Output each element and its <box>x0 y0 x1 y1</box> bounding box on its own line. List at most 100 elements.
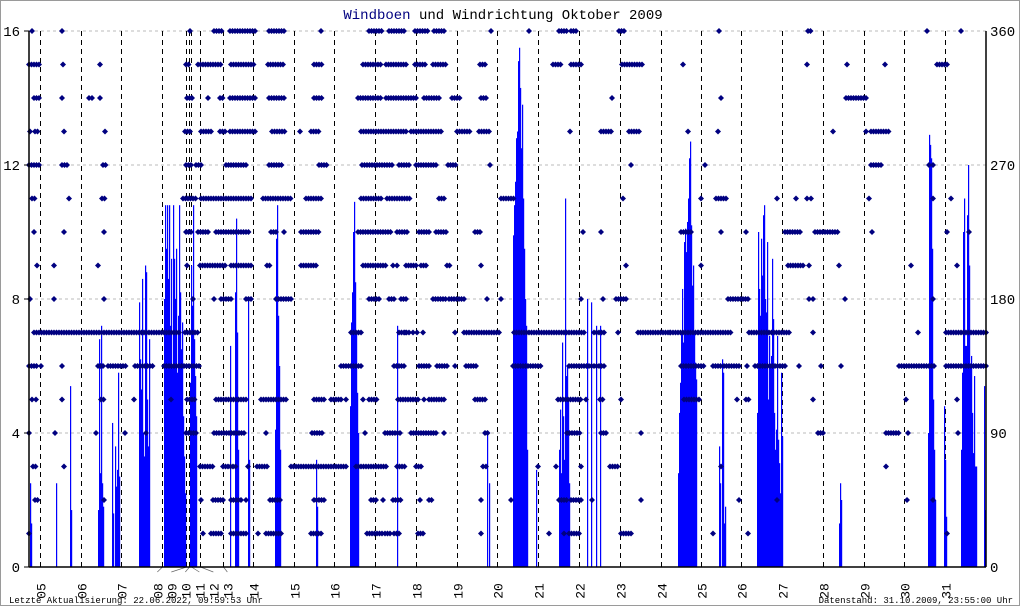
direction-marker <box>609 95 615 101</box>
gust-bar <box>144 456 146 567</box>
direction-marker <box>930 162 936 168</box>
gust-bar <box>350 406 352 567</box>
direction-marker <box>51 262 57 269</box>
gust-bar <box>195 376 197 567</box>
direction-marker <box>883 463 889 470</box>
gust-bar <box>354 201 356 567</box>
direction-marker <box>620 195 626 202</box>
direction-marker <box>243 497 249 503</box>
direction-marker <box>360 396 366 403</box>
direction-marker <box>209 463 216 470</box>
direction-marker <box>695 329 701 336</box>
direction-marker <box>66 195 72 202</box>
direction-marker <box>863 95 869 101</box>
gust-bar <box>169 205 171 567</box>
gust-bar <box>356 332 358 567</box>
direction-marker <box>313 262 319 269</box>
direction-marker <box>401 28 407 34</box>
direction-marker <box>378 195 384 202</box>
gust-bar <box>695 362 697 567</box>
gust-bar <box>771 355 773 567</box>
day-label-leader <box>171 566 187 573</box>
direction-marker <box>734 396 740 403</box>
direction-marker <box>191 396 198 403</box>
gust-bar <box>587 299 589 567</box>
day-label: 05 <box>35 583 50 599</box>
direction-marker <box>444 363 450 369</box>
direction-marker <box>410 329 416 336</box>
gust-bar <box>568 399 570 567</box>
direction-marker <box>406 329 412 336</box>
direction-marker <box>31 195 38 202</box>
gust-bar <box>167 205 169 567</box>
gust-bar <box>527 449 529 567</box>
gust-bar <box>182 322 184 567</box>
direction-marker <box>281 95 287 101</box>
direction-marker <box>278 162 285 168</box>
direction-marker <box>205 229 211 235</box>
direction-marker <box>59 396 65 403</box>
direction-marker <box>452 329 458 336</box>
direction-marker <box>904 497 910 503</box>
gust-bar <box>769 335 771 567</box>
direction-marker <box>318 61 325 68</box>
direction-marker <box>377 95 384 101</box>
gust-bar <box>724 523 726 567</box>
day-label: 17 <box>370 583 385 599</box>
gust-bar <box>931 158 933 568</box>
direction-marker <box>700 363 707 369</box>
direction-marker <box>222 262 228 269</box>
direction-marker <box>806 296 812 302</box>
gust-bar <box>170 325 172 567</box>
direction-marker <box>578 463 584 470</box>
direction-marker <box>59 28 65 34</box>
gust-bar <box>692 285 694 567</box>
direction-marker <box>264 463 270 470</box>
direction-marker <box>452 162 459 168</box>
direction-marker <box>944 530 950 537</box>
direction-marker <box>598 229 604 235</box>
direction-marker <box>391 296 397 302</box>
direction-marker <box>745 396 752 403</box>
direction-marker <box>401 363 407 369</box>
direction-marker <box>696 396 702 403</box>
direction-marker <box>433 430 439 436</box>
direction-marker <box>252 95 258 101</box>
direction-marker <box>808 195 814 202</box>
day-label: 06 <box>76 583 91 599</box>
gust-bar <box>179 205 181 567</box>
gust-bar <box>681 332 683 567</box>
gust-bar <box>984 386 986 567</box>
direction-marker <box>252 128 258 135</box>
direction-marker <box>537 363 544 369</box>
direction-marker <box>248 195 254 202</box>
gust-bar <box>764 205 766 567</box>
gust-bar <box>102 483 104 567</box>
direction-marker <box>442 296 449 302</box>
direction-marker <box>218 28 225 34</box>
direction-marker <box>422 61 428 68</box>
direction-marker <box>255 530 261 537</box>
direction-marker <box>263 430 269 436</box>
gust-bar <box>759 288 761 567</box>
direction-marker <box>442 61 449 68</box>
gust-bar <box>116 486 118 567</box>
direction-marker <box>193 430 199 436</box>
day-label: 22 <box>574 583 589 599</box>
gust-bar <box>177 372 179 567</box>
right-tick-label: 270 <box>990 159 1015 175</box>
gust-bar <box>935 500 937 567</box>
direction-marker <box>218 530 224 537</box>
direction-marker <box>461 296 467 302</box>
gust-bar <box>149 339 151 567</box>
direction-marker <box>786 329 792 336</box>
direction-marker <box>793 195 799 202</box>
gust-bar <box>687 221 689 567</box>
direction-marker <box>288 296 294 302</box>
direction-marker <box>100 396 107 403</box>
direction-marker <box>64 162 70 168</box>
direction-marker <box>736 363 742 369</box>
direction-marker <box>414 329 420 336</box>
direction-marker <box>557 61 564 68</box>
gust-bar <box>176 248 178 567</box>
